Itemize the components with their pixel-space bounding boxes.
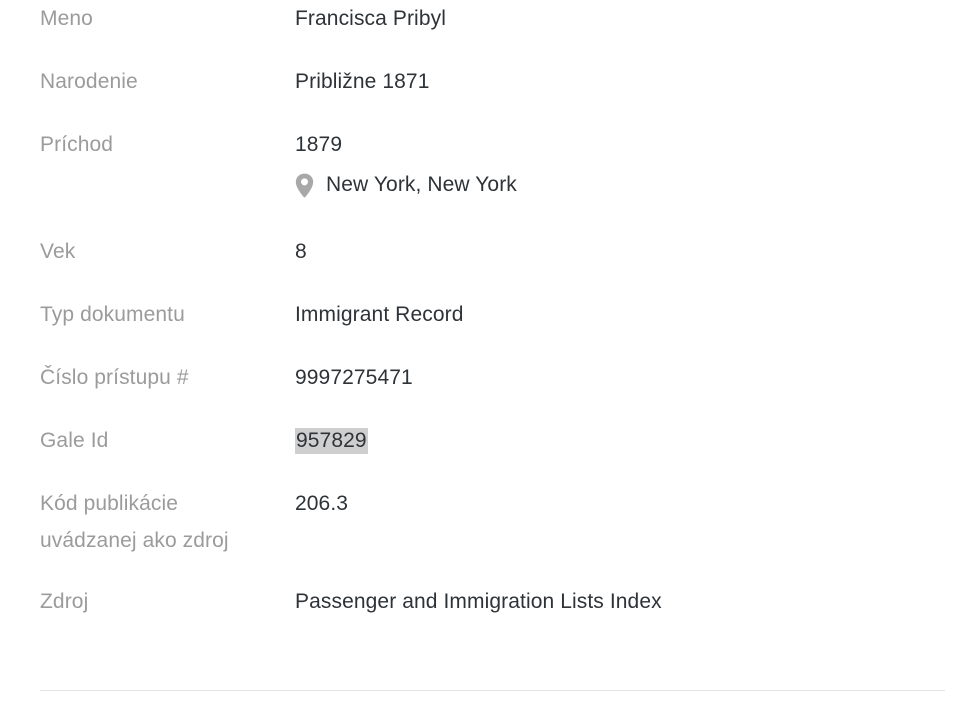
field-label-narodenie: Narodenie (40, 70, 138, 93)
field-value-prichod-year: 1879 (295, 133, 343, 156)
field-value-wrap-kod-publikacie: 206.3 (295, 485, 964, 522)
field-label-vek: Vek (40, 240, 76, 263)
field-value-wrap-vek: 8 (295, 233, 964, 270)
record-row-gale-id: Gale Id 957829 (0, 422, 964, 485)
field-label-meno: Meno (40, 7, 93, 30)
field-value-kod-publikacie: 206.3 (295, 492, 349, 515)
field-label-cislo-pristupu: Číslo prístupu # (40, 366, 189, 389)
field-value-vek: 8 (295, 240, 307, 263)
field-label-typ-dokumentu: Typ dokumentu (40, 303, 185, 326)
record-row-typ-dokumentu: Typ dokumentu Immigrant Record (0, 296, 964, 359)
field-label-gale-id: Gale Id (40, 429, 109, 452)
field-label-kod-publikacie: Kód publikácie uvádzanej ako zdroj (40, 492, 229, 552)
field-value-wrap-cislo-pristupu: 9997275471 (295, 359, 964, 396)
record-row-cislo-pristupu: Číslo prístupu # 9997275471 (0, 359, 964, 422)
field-value-narodenie: Približne 1871 (295, 70, 430, 93)
field-value-wrap-meno: Francisca Pribyl (295, 0, 964, 37)
record-row-narodenie: Narodenie Približne 1871 (0, 63, 964, 126)
section-divider (40, 690, 945, 691)
field-value-zdroj: Passenger and Immigration Lists Index (295, 590, 662, 613)
field-value-gale-id[interactable]: 957829 (295, 428, 368, 454)
field-value-prichod-location-line: New York, New York (295, 170, 964, 200)
field-value-cislo-pristupu: 9997275471 (295, 366, 413, 389)
field-label-prichod: Príchod (40, 133, 114, 156)
field-value-meno: Francisca Pribyl (295, 7, 446, 30)
field-value-wrap-gale-id: 957829 (295, 422, 964, 459)
record-field-list: Meno Francisca Pribyl Narodenie Približn… (0, 0, 964, 646)
record-row-zdroj: Zdroj Passenger and Immigration Lists In… (0, 583, 964, 646)
field-label-zdroj: Zdroj (40, 590, 89, 613)
field-value-typ-dokumentu: Immigrant Record (295, 303, 464, 326)
record-row-prichod: Príchod 1879 New York, New York (0, 126, 964, 233)
field-value-prichod-location: New York, New York (326, 173, 517, 196)
record-row-kod-publikacie: Kód publikácie uvádzanej ako zdroj 206.3 (0, 485, 964, 583)
field-value-wrap-zdroj: Passenger and Immigration Lists Index (295, 583, 964, 620)
record-row-meno: Meno Francisca Pribyl (0, 0, 964, 63)
record-row-vek: Vek 8 (0, 233, 964, 296)
field-value-wrap-typ-dokumentu: Immigrant Record (295, 296, 964, 333)
map-pin-icon (295, 173, 314, 197)
field-value-wrap-narodenie: Približne 1871 (295, 63, 964, 100)
field-value-wrap-prichod: 1879 New York, New York (295, 126, 964, 200)
